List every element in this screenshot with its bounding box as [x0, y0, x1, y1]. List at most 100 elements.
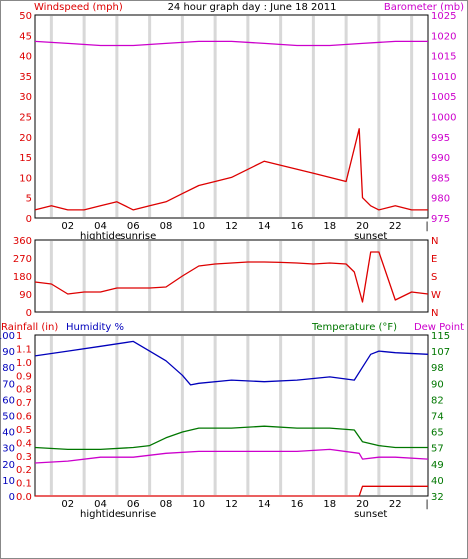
temperature-line [34, 425, 428, 451]
humidity-tick-label: 90 [2, 347, 15, 358]
chart-title: 24 hour graph day : June 18 2011 [168, 2, 337, 13]
barometer-tick-label: 1005 [431, 92, 456, 103]
wind-panel-x-tick-label: 02 [61, 221, 74, 232]
rainfall-tick-label: 0.0 [16, 492, 32, 503]
wind-panel-x-tick-label: 16 [291, 221, 304, 232]
windspeed-line [34, 128, 428, 211]
rainfall-line [35, 485, 428, 497]
wind-panel-x-tick-label: 06 [127, 221, 140, 232]
direction-compass-tick-label: W [431, 290, 441, 301]
humidity-tick-label: 80 [2, 363, 15, 374]
humidity-tick-label: 100 [0, 331, 15, 342]
temp-panel-x-tick-label: 22 [389, 499, 402, 510]
rainfall-tick-label: 0.3 [16, 452, 32, 463]
rainfall-tick-label: 1 [16, 331, 22, 342]
wind-panel-x-tick-label: 22 [389, 221, 402, 232]
temperature-tick-label: 90 [431, 379, 444, 390]
temp-panel-x-tick-label: 12 [225, 499, 238, 510]
direction-degrees-tick-label: 270 [13, 254, 32, 265]
wind-panel-sunset-label: sunset [354, 231, 387, 242]
barometer-tick-label: 995 [431, 133, 450, 144]
direction-degrees-tick-label: 90 [19, 290, 32, 301]
humidity-tick-label: 70 [2, 379, 15, 390]
windspeed-tick-label: 5 [26, 194, 32, 205]
rainfall-tick-label: 0.7 [16, 398, 32, 409]
humidity-tick-label: 30 [2, 444, 15, 455]
temp-panel-hightide-label: hightide [80, 509, 121, 520]
dewpoint-axis-title: Dew Point [414, 322, 464, 333]
direction-compass-tick-label: N [431, 236, 438, 247]
temp-panel-x-tick-label: 02 [61, 499, 74, 510]
temp-panel-sunrise-label: sunrise [120, 509, 156, 520]
temp-panel-sunset-label: sunset [354, 509, 387, 520]
temperature-tick-label: 115 [431, 331, 450, 342]
direction-compass-tick-label: E [431, 254, 437, 265]
barometer-axis-title: Barometer (mb) [384, 2, 464, 13]
windspeed-tick-label: 20 [19, 133, 32, 144]
temp-panel-x-tick-label: 06 [127, 499, 140, 510]
rainfall-tick-label: 0.5 [16, 425, 32, 436]
rainfall-tick-label: 1.0 [16, 358, 32, 369]
barometer-tick-label: 1000 [431, 113, 456, 124]
barometer-tick-label: 1025 [431, 11, 456, 22]
temp-panel-x-tick-label: 20 [356, 499, 369, 510]
windspeed-tick-label: 50 [19, 11, 32, 22]
wind-panel-hightide-label: hightide [80, 231, 121, 242]
wind-panel-x-tick-label: 12 [225, 221, 238, 232]
temp-panel-x-tick-label: 16 [291, 499, 304, 510]
rainfall-tick-label: 0.1 [16, 479, 32, 490]
barometer-tick-label: 975 [431, 214, 450, 225]
wind-panel-x-tick-label: 18 [323, 221, 336, 232]
humidity-axis-title: Humidity % [66, 322, 124, 333]
humidity-tick-label: 10 [2, 476, 15, 487]
temperature-tick-label: 98 [431, 363, 444, 374]
rainfall-tick-label: 0.2 [16, 465, 32, 476]
humidity-tick-label: 60 [2, 395, 15, 406]
temp-panel-x-tick-label: 14 [258, 499, 271, 510]
direction-compass-tick-label: S [431, 272, 437, 283]
humidity-tick-label: 0 [9, 492, 15, 503]
wind-direction-line [34, 251, 429, 303]
rainfall-tick-label: 1.1 [16, 344, 32, 355]
direction-degrees-tick-label: 180 [13, 272, 32, 283]
wind-panel-x-tick-label: 10 [192, 221, 205, 232]
barometer-line [34, 40, 428, 47]
humidity-tick-label: 40 [2, 428, 15, 439]
temp-panel-x-tick-label: 18 [323, 499, 336, 510]
dewpoint-line [34, 448, 429, 464]
temp-panel-x-tick-label: 08 [160, 499, 173, 510]
windspeed-tick-label: 25 [19, 113, 32, 124]
direction-degrees-tick-label: 0 [26, 308, 32, 319]
barometer-tick-label: 980 [431, 194, 450, 205]
temp-panel-x-tick-label: 04 [94, 499, 107, 510]
barometer-tick-label: 1010 [431, 72, 456, 83]
temperature-tick-label: 40 [431, 476, 444, 487]
temperature-tick-label: 82 [431, 395, 444, 406]
temp-panel-plot-frame [34, 334, 429, 497]
windspeed-tick-label: 40 [19, 52, 32, 63]
barometer-tick-label: 990 [431, 153, 450, 164]
rainfall-tick-label: 0.4 [16, 438, 32, 449]
windspeed-tick-label: 0 [26, 214, 32, 225]
direction-panel-plot-frame [34, 239, 429, 313]
windspeed-tick-label: 45 [19, 31, 32, 42]
barometer-tick-label: 985 [431, 173, 450, 184]
windspeed-tick-label: 35 [19, 72, 32, 83]
temperature-tick-label: 74 [431, 412, 444, 423]
temperature-tick-label: 57 [431, 444, 444, 455]
rainfall-tick-label: 0.9 [16, 371, 32, 382]
temperature-tick-label: 65 [431, 428, 444, 439]
temperature-axis-title: Temperature (°F) [311, 322, 397, 333]
windspeed-tick-label: 10 [19, 173, 32, 184]
wind-panel-x-tick-label: 08 [160, 221, 173, 232]
windspeed-axis-title: Windspeed (mph) [34, 2, 123, 13]
temperature-tick-label: 32 [431, 492, 444, 503]
temperature-tick-label: 49 [431, 460, 444, 471]
windspeed-tick-label: 30 [19, 92, 32, 103]
wind-panel-x-end-mark: | [425, 221, 428, 232]
temperature-tick-label: 107 [431, 347, 450, 358]
rainfall-axis-title: Rainfall (in) [1, 322, 58, 333]
barometer-tick-label: 1020 [431, 31, 456, 42]
temp-panel-x-end-mark: | [425, 499, 428, 510]
